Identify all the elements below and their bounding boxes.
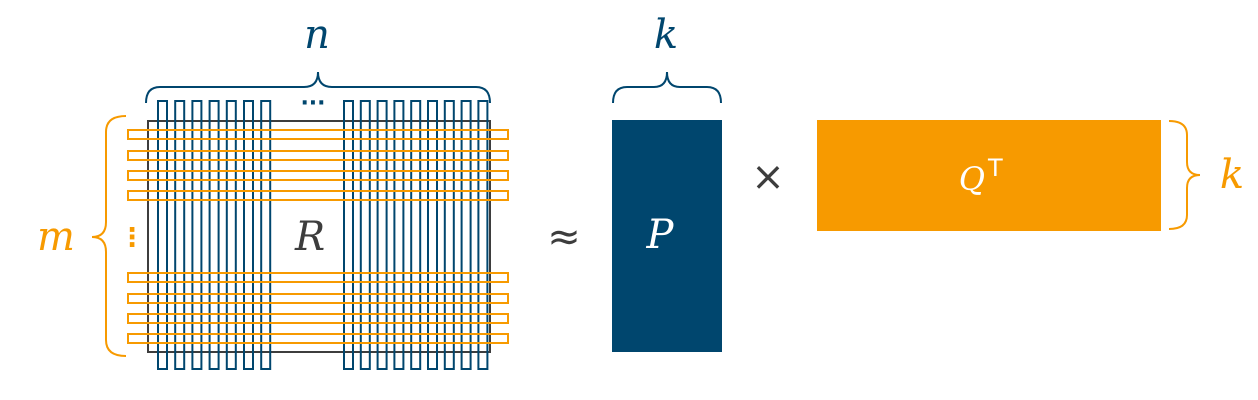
column-stripe (174, 100, 186, 370)
n-label: n (304, 12, 330, 58)
column-stripe (359, 100, 371, 370)
matrix-r-label: R (294, 214, 325, 260)
column-stripe (343, 100, 354, 370)
row-stripe (127, 170, 509, 181)
n-brace (145, 71, 491, 104)
row-stripe (127, 272, 509, 283)
m-label: m (37, 214, 75, 260)
approx-symbol: ≈ (547, 214, 581, 260)
row-stripe (127, 150, 509, 161)
column-stripe (243, 100, 254, 370)
row-stripe (127, 333, 509, 344)
matrix-p (612, 120, 722, 352)
horizontal-ellipsis: ··· (300, 91, 325, 116)
column-stripe (376, 100, 388, 370)
column-stripe (443, 100, 455, 370)
column-stripe (427, 100, 438, 370)
column-stripe (191, 100, 203, 370)
matrix-q-superscript: T (987, 154, 1003, 182)
row-stripe (127, 129, 509, 140)
k-top-label: k (654, 12, 678, 58)
column-stripe (208, 100, 220, 370)
column-stripe (157, 100, 168, 370)
column-stripe (460, 100, 472, 370)
column-stripe (410, 100, 422, 370)
matrix-p-label: P (646, 212, 675, 258)
row-stripes (127, 129, 509, 344)
matrix-q-label: Q (959, 160, 985, 198)
column-stripes (157, 100, 489, 370)
row-stripe (127, 190, 509, 201)
k-top-brace (612, 71, 722, 104)
k-right-brace (1168, 120, 1201, 230)
column-stripe (393, 100, 405, 370)
column-stripe (260, 100, 272, 370)
m-brace (91, 115, 127, 357)
column-stripe (477, 100, 489, 370)
times-symbol: × (751, 154, 785, 200)
matrix-r-outline (147, 120, 491, 353)
matrix-q-transpose (817, 120, 1161, 231)
vertical-ellipsis: ⋮ (119, 223, 145, 253)
row-stripe (127, 293, 509, 304)
column-stripe (225, 100, 237, 370)
row-stripe (127, 313, 509, 324)
k-right-label: k (1220, 152, 1244, 198)
